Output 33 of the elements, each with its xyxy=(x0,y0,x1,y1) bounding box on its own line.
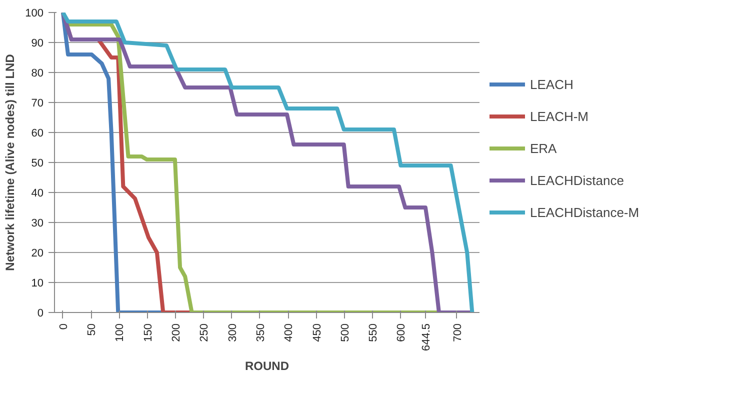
x-tick-label: 50 xyxy=(86,323,98,336)
x-tick-label: 300 xyxy=(226,323,239,342)
x-tick-label: 100 xyxy=(114,323,126,342)
y-tick-label: 20 xyxy=(31,248,44,260)
y-tick-label: 100 xyxy=(25,8,44,20)
x-tick-label: 400 xyxy=(283,323,296,342)
legend-label: LEACH-M xyxy=(530,108,589,124)
x-tick-label: 200 xyxy=(170,323,183,342)
x-tick-label: 700 xyxy=(452,323,464,342)
y-tick-label: 70 xyxy=(31,98,44,110)
x-tick-label: 150 xyxy=(142,323,154,342)
x-tick-label: 600 xyxy=(396,323,408,342)
x-tick-label: 0 xyxy=(58,323,70,330)
legend-label: ERA xyxy=(530,140,557,156)
x-tick-label: 350 xyxy=(254,323,267,342)
y-tick-label: 90 xyxy=(31,38,44,50)
x-tick-label: 550 xyxy=(368,323,380,342)
y-tick-label: 50 xyxy=(31,158,44,170)
y-axis-title: Network lifetime (Alive nodes) till LND xyxy=(3,54,18,271)
y-tick-label: 30 xyxy=(31,218,44,230)
x-tick-label: 500 xyxy=(339,323,352,342)
y-tick-label: 80 xyxy=(31,68,44,80)
x-tick-label: 644.5 xyxy=(420,323,433,352)
x-tick-label: 250 xyxy=(198,323,211,342)
y-tick-label: 60 xyxy=(31,128,44,140)
legend-label: LEACH xyxy=(530,76,574,92)
y-tick-label: 40 xyxy=(31,188,44,200)
legend-label: LEACHDistance-M xyxy=(530,204,640,220)
y-tick-label: 10 xyxy=(31,278,44,290)
y-tick-label: 0 xyxy=(37,308,44,320)
x-tick-label: 450 xyxy=(311,323,324,342)
legend-label: LEACHDistance xyxy=(530,172,624,188)
x-axis-title: ROUND xyxy=(245,359,290,374)
